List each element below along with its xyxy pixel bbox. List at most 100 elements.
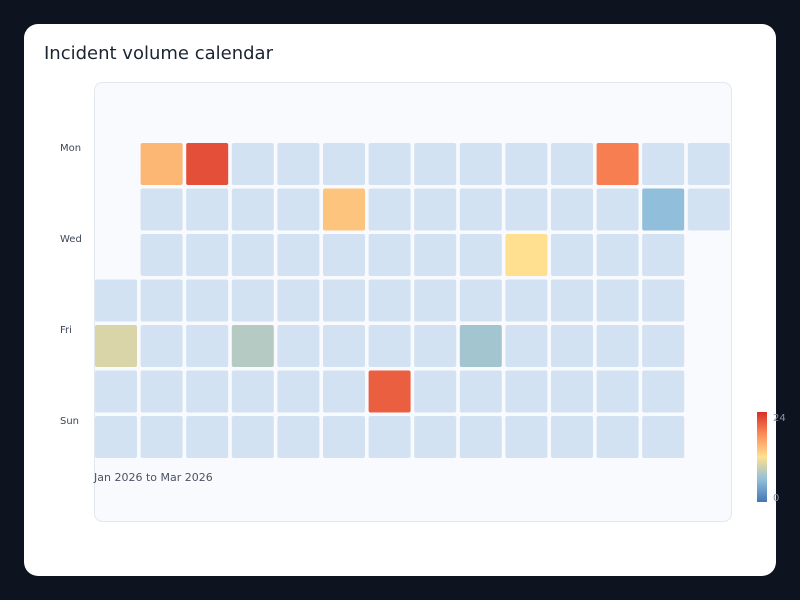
heatmap-cell bbox=[186, 279, 229, 322]
heatmap-cell bbox=[323, 416, 365, 458]
heatmap-cell bbox=[596, 279, 639, 322]
heatmap-cell bbox=[186, 143, 229, 185]
heatmap-cell bbox=[414, 188, 457, 231]
heatmap-cell bbox=[95, 325, 137, 367]
heatmap-cell bbox=[505, 234, 548, 276]
heatmap-cell bbox=[551, 279, 593, 322]
heatmap-cell bbox=[459, 370, 502, 413]
heatmap-cell bbox=[414, 370, 457, 413]
heatmap-cell bbox=[459, 143, 502, 185]
heatmap-cell bbox=[505, 325, 548, 367]
heatmap-cell bbox=[505, 143, 548, 185]
heatmap-cell bbox=[140, 188, 183, 231]
heatmap-cell bbox=[140, 370, 183, 413]
heatmap-cell bbox=[231, 279, 274, 322]
heatmap-cell bbox=[414, 416, 457, 458]
heatmap-cell bbox=[642, 234, 685, 276]
heatmap-cell bbox=[277, 234, 320, 276]
heatmap-cell bbox=[596, 370, 639, 413]
day-labels: Mon Wed Fri Sun bbox=[60, 143, 82, 427]
heatmap-cell bbox=[687, 188, 730, 231]
heatmap-cell bbox=[95, 279, 137, 322]
heatmap-cell bbox=[642, 279, 685, 322]
heatmap-cell bbox=[596, 234, 639, 276]
heatmap-cell bbox=[551, 370, 593, 413]
heatmap-cell bbox=[368, 234, 411, 276]
heatmap-cell bbox=[505, 188, 548, 231]
heatmap-cell bbox=[231, 143, 274, 185]
color-scale-min-label: 0 bbox=[773, 493, 779, 504]
heatmap-cell bbox=[551, 325, 593, 367]
heatmap-cell bbox=[368, 279, 411, 322]
heatmap-cell bbox=[140, 143, 183, 185]
day-label-sun: Sun bbox=[60, 416, 79, 427]
heatmap-cell bbox=[323, 325, 365, 367]
heatmap-cell bbox=[323, 188, 365, 231]
heatmap-cell bbox=[323, 143, 365, 185]
heatmap-cell bbox=[459, 325, 502, 367]
heatmap-cell bbox=[277, 188, 320, 231]
heatmap-cell bbox=[459, 234, 502, 276]
heatmap-cell bbox=[186, 188, 229, 231]
heatmap-cell bbox=[414, 325, 457, 367]
heatmap-cell bbox=[551, 143, 593, 185]
heatmap-cell bbox=[140, 234, 183, 276]
heatmap-cell bbox=[231, 416, 274, 458]
heatmap-cell bbox=[368, 416, 411, 458]
heatmap-cell bbox=[231, 234, 274, 276]
heatmap-cell bbox=[231, 370, 274, 413]
heatmap-cell bbox=[551, 416, 593, 458]
heatmap-cell bbox=[414, 143, 457, 185]
heatmap-cell bbox=[642, 416, 685, 458]
chart-title: Incident volume calendar bbox=[44, 43, 273, 64]
heatmap-cell bbox=[140, 279, 183, 322]
heatmap-cells bbox=[95, 143, 730, 458]
color-scale-max-label: 24 bbox=[773, 413, 786, 424]
heatmap-cell bbox=[231, 325, 274, 367]
day-label-wed: Wed bbox=[60, 234, 82, 245]
heatmap-cell bbox=[186, 325, 229, 367]
heatmap-cell bbox=[277, 279, 320, 322]
day-label-fri: Fri bbox=[60, 325, 72, 336]
heatmap-cell bbox=[368, 325, 411, 367]
heatmap-cell bbox=[186, 416, 229, 458]
heatmap-cell bbox=[186, 234, 229, 276]
heatmap-cell bbox=[368, 143, 411, 185]
heatmap-cell bbox=[642, 370, 685, 413]
heatmap-cell bbox=[231, 188, 274, 231]
heatmap-cell bbox=[277, 143, 320, 185]
heatmap-cell bbox=[505, 370, 548, 413]
heatmap-cell bbox=[414, 234, 457, 276]
heatmap-cell bbox=[459, 416, 502, 458]
heatmap-cell bbox=[277, 370, 320, 413]
heatmap-cell bbox=[459, 279, 502, 322]
heatmap-cell bbox=[277, 325, 320, 367]
heatmap-cell bbox=[642, 325, 685, 367]
heatmap-cell bbox=[687, 143, 730, 185]
heatmap-cell bbox=[95, 370, 137, 413]
heatmap-cell bbox=[368, 370, 411, 413]
day-label-mon: Mon bbox=[60, 143, 81, 154]
heatmap-cell bbox=[642, 143, 685, 185]
heatmap-cell bbox=[140, 416, 183, 458]
heatmap-cell bbox=[551, 234, 593, 276]
heatmap-cell bbox=[95, 416, 137, 458]
heatmap-cell bbox=[642, 188, 685, 231]
heatmap-cell bbox=[505, 416, 548, 458]
heatmap-cell bbox=[140, 325, 183, 367]
heatmap-cell bbox=[186, 370, 229, 413]
heatmap-cell bbox=[323, 234, 365, 276]
heatmap-cell bbox=[596, 188, 639, 231]
heatmap-cell bbox=[323, 370, 365, 413]
color-scale-bar bbox=[757, 412, 767, 502]
heatmap-cell bbox=[551, 188, 593, 231]
heatmap-cell bbox=[596, 416, 639, 458]
heatmap-cell bbox=[459, 188, 502, 231]
date-range-label: Jan 2026 to Mar 2026 bbox=[93, 471, 213, 484]
heatmap-cell bbox=[596, 325, 639, 367]
heatmap-cell bbox=[323, 279, 365, 322]
heatmap-cell bbox=[505, 279, 548, 322]
heatmap-cell bbox=[277, 416, 320, 458]
heatmap-cell bbox=[414, 279, 457, 322]
